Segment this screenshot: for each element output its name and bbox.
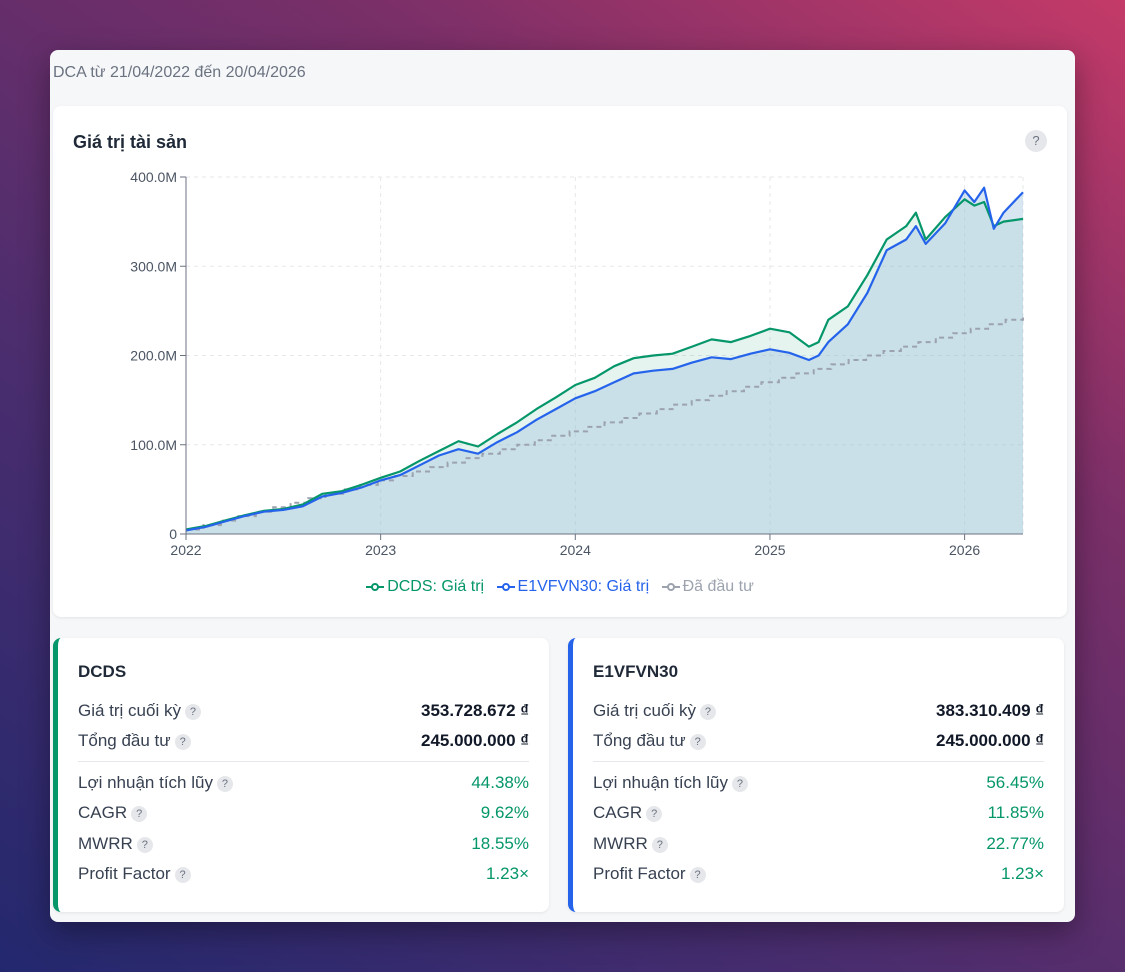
- stat-card-e1vfvn30: E1VFVN30 Giá trị cuối kỳ? 383.310.409 ₫ T…: [568, 638, 1064, 912]
- help-icon[interactable]: ?: [731, 775, 748, 792]
- stat-label: Lợi nhuận tích lũy: [78, 773, 213, 792]
- app-window: DCA từ 21/04/2022 đến 20/04/2026 0 100.0M…: [50, 50, 1075, 922]
- stat-value: 1.23×: [485, 864, 529, 883]
- chart-card: 0 100.0M 200.0M 300.0M 400.0M 2022 2023 2024 202…: [53, 106, 1067, 617]
- legend-line-icon: [661, 582, 680, 591]
- stat-row-total-invested: Tổng đầu tư? 245.000.000 ₫: [78, 731, 529, 755]
- stat-label: CAGR: [78, 803, 128, 822]
- stat-value: 245.000.000 ₫: [936, 731, 1044, 750]
- stat-row-mwrr: MWRR? 22.77%: [593, 834, 1044, 858]
- help-icon[interactable]: ?: [646, 805, 663, 822]
- x-tick-label: 2024: [560, 542, 591, 558]
- x-tick-label: 2026: [949, 542, 980, 558]
- help-icon[interactable]: ?: [689, 733, 706, 750]
- legend-label: E1VFVN30: Giá trị: [517, 578, 650, 595]
- stat-card-title: DCDS: [78, 662, 127, 681]
- y-tick-label: 0: [169, 526, 177, 542]
- x-tick-label: 2022: [170, 542, 201, 558]
- series-line-dcds: [185, 198, 1024, 531]
- help-icon[interactable]: ?: [184, 703, 201, 720]
- help-icon[interactable]: ?: [136, 836, 153, 853]
- stat-value: 383.310.409 ₫: [936, 701, 1044, 720]
- stat-value: 9.62%: [480, 803, 529, 822]
- page-subtitle: DCA từ 21/04/2022 đến 20/04/2026: [53, 64, 306, 81]
- stat-label: MWRR: [78, 834, 133, 853]
- stat-value: 22.77%: [986, 834, 1044, 853]
- stat-row-cumulative-return: Lợi nhuận tích lũy? 44.38%: [78, 773, 529, 797]
- x-tick-label: 2025: [754, 542, 785, 558]
- y-tick-label: 400.0M: [130, 169, 177, 185]
- stat-label: Giá trị cuối kỳ: [593, 701, 696, 720]
- stat-value: 44.38%: [471, 773, 529, 792]
- stat-label: Lợi nhuận tích lũy: [593, 773, 728, 792]
- legend-label: Đã đầu tư: [682, 578, 754, 595]
- help-icon[interactable]: ?: [174, 733, 191, 750]
- stat-value: 353.728.672 ₫: [421, 701, 529, 720]
- help-icon[interactable]: ?: [174, 866, 191, 883]
- stat-value: 245.000.000 ₫: [421, 731, 529, 750]
- stat-value: 11.85%: [987, 803, 1044, 822]
- stat-row-cagr: CAGR? 11.85%: [593, 803, 1044, 827]
- help-icon[interactable]: ?: [689, 866, 706, 883]
- y-tick-label: 100.0M: [130, 437, 177, 453]
- divider: [593, 761, 1044, 762]
- stat-card-dcds: DCDS Giá trị cuối kỳ? 353.728.672 ₫ Tổng …: [53, 638, 549, 912]
- stat-row-profit-factor: Profit Factor? 1.23×: [593, 864, 1044, 888]
- area-e1vfvn30: [186, 187, 1023, 534]
- stat-row-cagr: CAGR? 9.62%: [78, 803, 529, 827]
- stat-row-cumulative-return: Lợi nhuận tích lũy? 56.45%: [593, 773, 1044, 797]
- chart-help-icon[interactable]: ?: [1025, 130, 1047, 152]
- help-icon[interactable]: ?: [131, 805, 148, 822]
- stat-label: CAGR: [593, 803, 643, 822]
- legend-item-dcds[interactable]: DCDS: Giá trị: [366, 578, 484, 596]
- help-icon[interactable]: ?: [651, 836, 668, 853]
- legend-label: DCDS: Giá trị: [387, 578, 485, 595]
- area-dcds: [186, 199, 1023, 535]
- y-tick-label: 200.0M: [130, 348, 177, 364]
- stat-label: MWRR: [593, 834, 648, 853]
- stat-row-profit-factor: Profit Factor? 1.23×: [78, 864, 529, 888]
- y-tick-label: 300.0M: [130, 258, 177, 274]
- stat-value: 18.55%: [471, 834, 529, 853]
- stat-label: Profit Factor: [78, 864, 171, 883]
- stat-label: Tổng đầu tư: [593, 731, 686, 750]
- legend-item-invested[interactable]: Đã đầu tư: [661, 578, 754, 596]
- stat-row-final-value: Giá trị cuối kỳ? 353.728.672 ₫: [78, 701, 529, 725]
- legend-line-icon: [366, 582, 385, 591]
- x-tick-label: 2023: [365, 542, 396, 558]
- stat-value: 1.23×: [1000, 864, 1044, 883]
- asset-value-chart: 0 100.0M 200.0M 300.0M 400.0M 2022 2023 2024 202…: [130, 169, 1024, 558]
- stat-value: 56.45%: [986, 773, 1044, 792]
- stat-row-total-invested: Tổng đầu tư? 245.000.000 ₫: [593, 731, 1044, 755]
- help-icon[interactable]: ?: [699, 703, 716, 720]
- stat-label: Tổng đầu tư: [78, 731, 171, 750]
- chart-title: Giá trị tài sản: [73, 132, 188, 152]
- legend-item-e1vfvn30[interactable]: E1VFVN30: Giá trị: [496, 578, 650, 596]
- stat-row-final-value: Giá trị cuối kỳ? 383.310.409 ₫: [593, 701, 1044, 725]
- help-icon[interactable]: ?: [216, 775, 233, 792]
- stat-label: Giá trị cuối kỳ: [78, 701, 181, 720]
- stat-label: Profit Factor: [593, 864, 686, 883]
- chart-legend: DCDS: Giá trị E1VFVN30: Giá trị Đã đầu t…: [53, 578, 1067, 596]
- divider: [78, 761, 529, 762]
- stat-card-title: E1VFVN30: [593, 662, 679, 681]
- series-line-e1vfvn30: [185, 186, 1024, 532]
- legend-line-icon: [496, 582, 515, 591]
- stat-row-mwrr: MWRR? 18.55%: [78, 834, 529, 858]
